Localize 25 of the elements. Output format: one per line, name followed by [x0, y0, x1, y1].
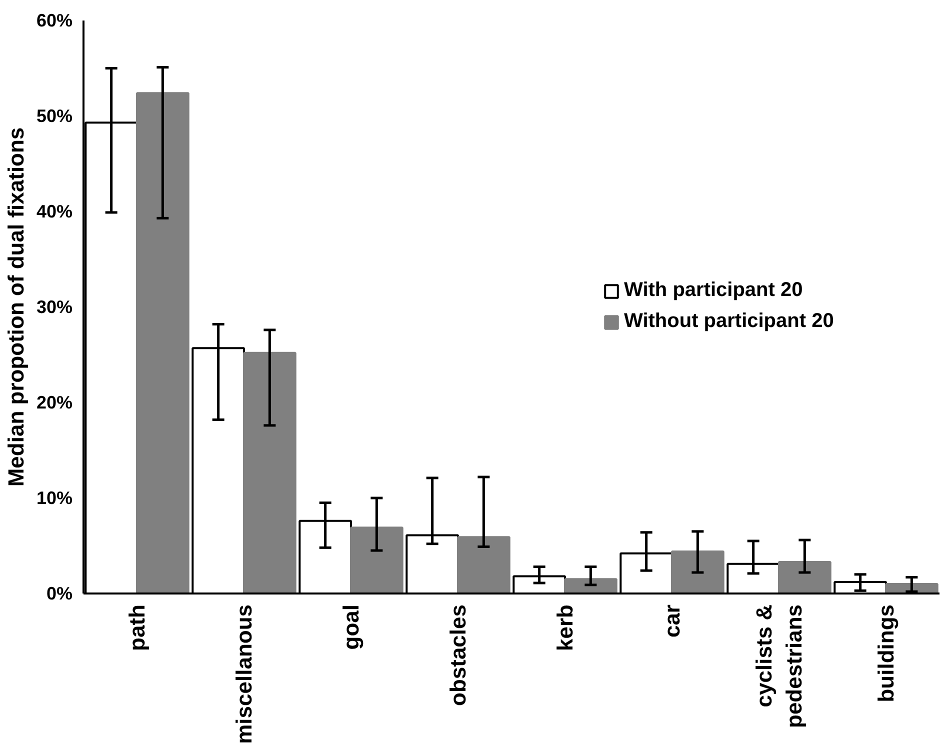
bar	[457, 536, 510, 594]
y-tick-label: 20%	[36, 392, 73, 412]
y-tick-label: 10%	[36, 488, 73, 508]
y-tick-label: 40%	[36, 202, 73, 222]
y-tick-label: 50%	[36, 106, 73, 126]
y-tick-label: 60%	[36, 10, 73, 30]
bar	[243, 352, 296, 594]
x-tick-label: obstacles	[446, 604, 470, 706]
bar	[671, 550, 724, 594]
x-tick-label: buildings	[874, 604, 898, 702]
x-tick-label: path	[124, 604, 150, 651]
bar	[778, 560, 832, 594]
bar	[350, 526, 404, 594]
x-tick-label: miscellanous	[232, 604, 256, 744]
x-tick-label: kerb	[552, 604, 578, 651]
x-tick-label: goal	[338, 604, 364, 650]
bar	[136, 92, 190, 594]
y-tick-label: 0%	[46, 584, 72, 604]
x-tick-label: cyclists & pedestrians	[752, 604, 806, 728]
legend-label: With participant 20	[624, 279, 803, 302]
x-tick-label: car	[660, 604, 684, 638]
legend-label: Without participant 20	[624, 310, 834, 333]
y-axis-title: Median propotion of dual fixations	[3, 127, 28, 487]
y-tick-label: 30%	[36, 297, 73, 317]
bar	[564, 578, 618, 594]
